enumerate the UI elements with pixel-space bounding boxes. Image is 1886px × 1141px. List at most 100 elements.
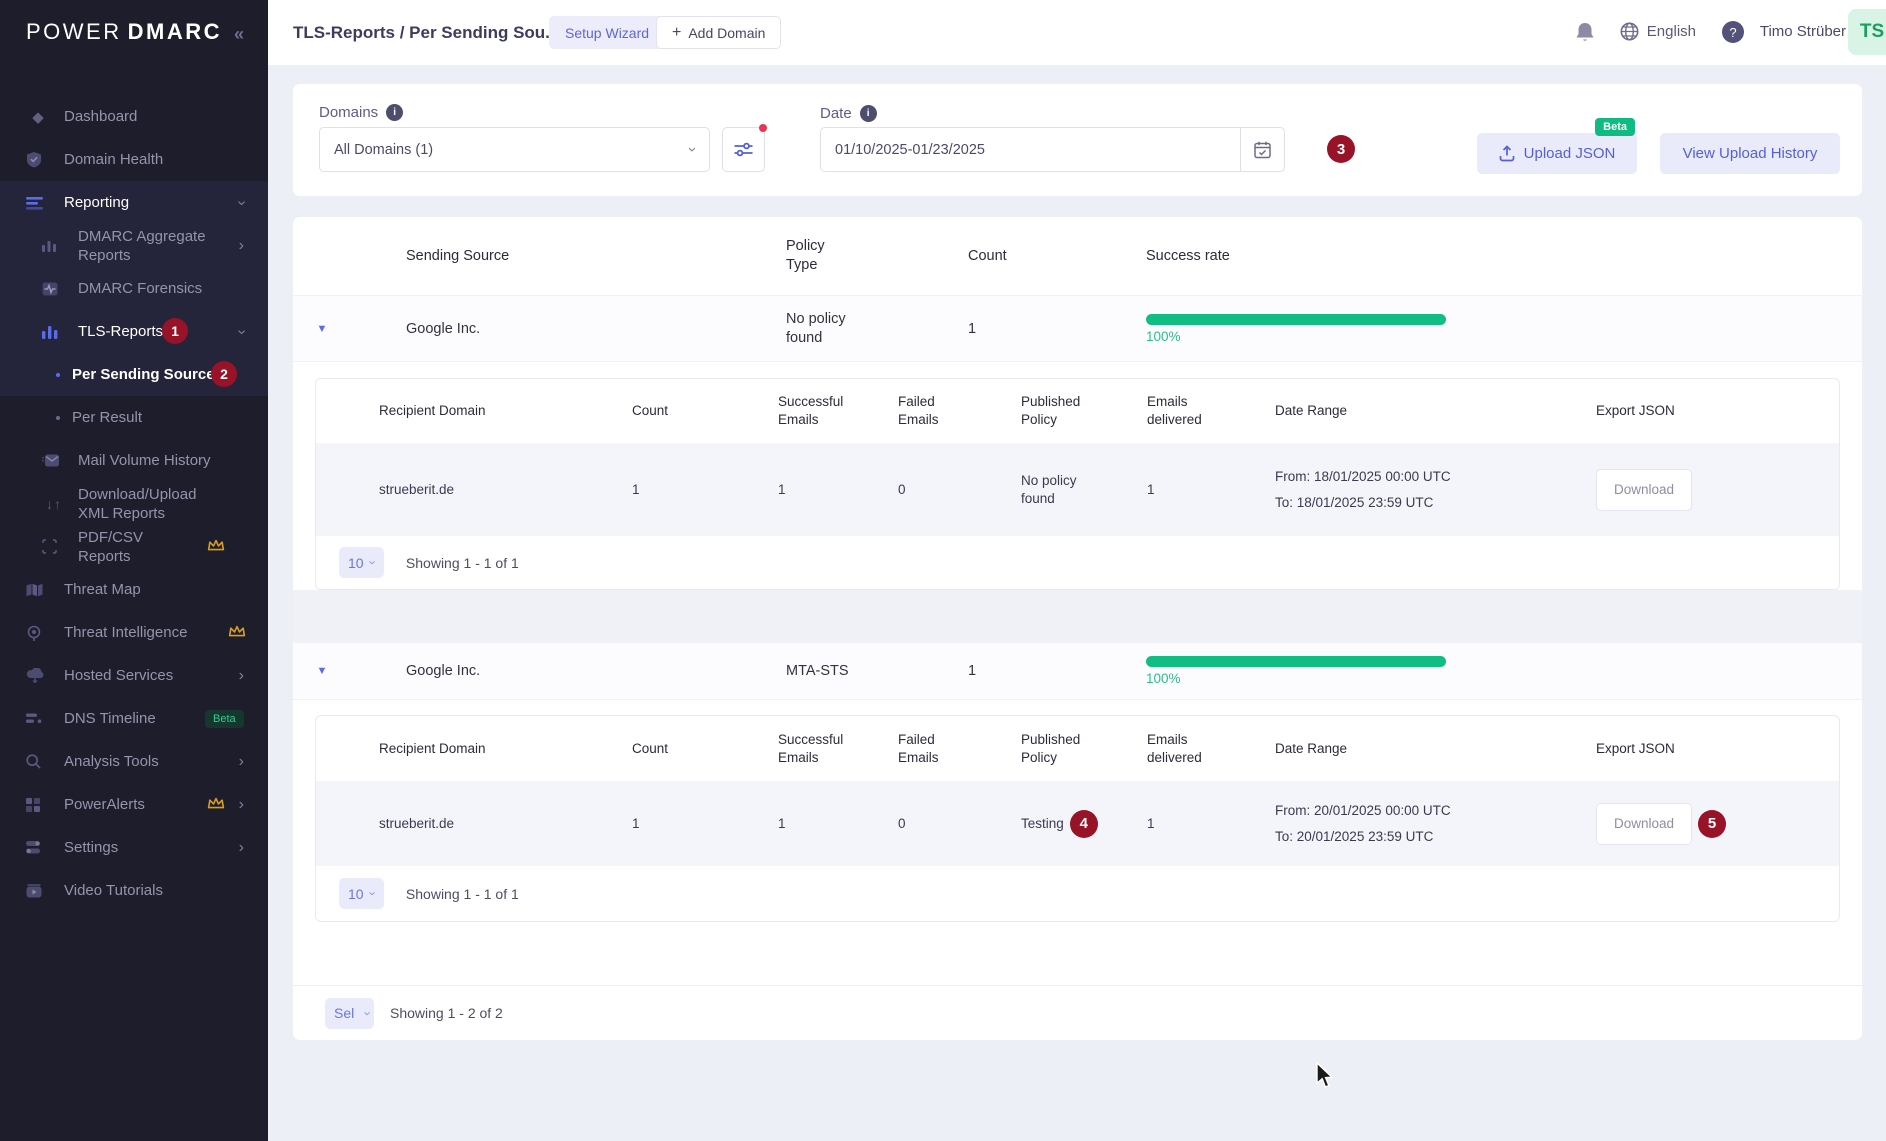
expand-triangle-icon[interactable]: ▼ <box>316 322 328 335</box>
domains-select[interactable]: All Domains (1) › <box>319 127 710 172</box>
page-size-value: 10 <box>348 554 364 571</box>
nested-data-row: strueberit.de 1 1 0 Testing 4 1 From: 20… <box>316 781 1839 866</box>
date-range-input[interactable]: 01/10/2025-01/23/2025 <box>820 127 1285 172</box>
sidebar-item-dmarc-aggregate-reports[interactable]: DMARC Aggregate Reports › <box>0 224 268 267</box>
notification-bell-icon[interactable] <box>1574 21 1596 45</box>
sidebar-item-mail-volume-history[interactable]: Mail Volume History <box>0 439 268 482</box>
upload-json-button[interactable]: Upload JSON Beta <box>1477 118 1637 174</box>
top-bar: TLS-Reports / Per Sending Sou... Setup W… <box>268 0 1886 65</box>
table-header-row: Sending Source Policy Type Count Success… <box>293 217 1862 295</box>
sidebar-item-label: DMARC Forensics <box>78 280 203 297</box>
sidebar-item-label: Reporting <box>64 194 130 211</box>
chevron-right-icon: › <box>238 666 244 684</box>
page-size-select[interactable]: 10 › <box>339 878 384 909</box>
view-upload-history-button[interactable]: View Upload History <box>1660 133 1840 174</box>
chevron-right-icon: › <box>238 795 244 813</box>
published-policy-value: Testing <box>1021 816 1064 831</box>
timeline-icon <box>26 713 50 725</box>
sidebar-item-tls-reports[interactable]: TLS-Reports 1 › <box>0 310 268 353</box>
search-icon <box>26 754 50 769</box>
success-rate-cell: 100% <box>1146 313 1862 344</box>
recipient-domain-value: strueberit.de <box>379 816 455 831</box>
col-emails-delivered: Emails delivered <box>1147 394 1202 427</box>
sidebar-collapse-icon[interactable]: « <box>233 24 244 44</box>
sidebar-item-label: DNS Timeline <box>64 710 156 727</box>
count-value: 1 <box>968 320 977 337</box>
col-date-range: Date Range <box>1275 740 1348 756</box>
col-export-json: Export JSON <box>1596 403 1675 418</box>
success-rate-label: 100% <box>1146 328 1181 344</box>
chevron-down-icon[interactable]: › <box>233 199 251 206</box>
sidebar-item-domain-health[interactable]: Domain Health <box>0 138 268 181</box>
notification-dot <box>759 124 767 132</box>
expand-triangle-icon[interactable]: ▼ <box>316 665 328 677</box>
layers-icon: ◆ <box>32 108 44 126</box>
sidebar-item-dmarc-forensics[interactable]: DMARC Forensics <box>0 267 268 310</box>
sidebar-item-dns-timeline[interactable]: DNS Timeline Beta <box>0 697 268 740</box>
sidebar-item-settings[interactable]: Settings › <box>0 826 268 869</box>
calendar-button[interactable] <box>1240 128 1284 171</box>
crown-icon <box>207 538 225 553</box>
setup-wizard-button[interactable]: Setup Wizard <box>549 16 666 49</box>
col-sending-source: Sending Source <box>406 248 510 264</box>
add-domain-button[interactable]: + Add Domain <box>656 16 782 49</box>
info-icon[interactable]: i <box>386 104 404 121</box>
sidebar-item-video-tutorials[interactable]: Video Tutorials <box>0 869 268 912</box>
sidebar-item-threat-intelligence[interactable]: Threat Intelligence <box>0 611 268 654</box>
col-recipient-domain: Recipient Domain <box>379 740 486 756</box>
page-size-value: 10 <box>348 885 364 902</box>
sidebar-item-label: Dashboard <box>64 108 138 125</box>
download-button[interactable]: Download <box>1596 802 1692 845</box>
date-from: From: 20/01/2025 00:00 UTC <box>1275 803 1451 818</box>
page-size-select[interactable]: Sel › <box>325 997 374 1029</box>
sidebar-item-reporting[interactable]: Reporting › <box>0 181 268 224</box>
group-row[interactable]: ▼ Google Inc. MTA-STS 1 100% <box>293 642 1862 700</box>
emails-delivered-value: 1 <box>1147 482 1155 497</box>
bullet-dot <box>56 372 60 377</box>
sidebar-item-poweralerts[interactable]: PowerAlerts › <box>0 783 268 826</box>
sidebar-item-label: Download/Upload XML Reports <box>78 485 197 522</box>
target-icon <box>26 625 50 641</box>
success-rate-bar <box>1146 313 1446 325</box>
sliders-icon <box>734 142 753 157</box>
page-size-select[interactable]: 10 › <box>339 547 384 578</box>
sidebar-item-label: DMARC Aggregate Reports <box>78 227 206 264</box>
failed-emails-value: 0 <box>898 482 906 497</box>
bar-chart-icon <box>42 325 66 339</box>
col-published-policy: Published Policy <box>1021 731 1081 765</box>
col-export-json: Export JSON <box>1596 740 1675 756</box>
language-selector[interactable]: English <box>1620 22 1696 41</box>
info-icon[interactable]: i <box>859 105 877 122</box>
help-icon[interactable]: ? <box>1722 21 1744 43</box>
chevron-down-icon[interactable]: › <box>233 328 251 335</box>
sidebar-item-analysis-tools[interactable]: Analysis Tools › <box>0 740 268 783</box>
avatar[interactable]: TS <box>1848 9 1886 55</box>
download-button[interactable]: Download <box>1596 468 1692 511</box>
domains-select-value: All Domains (1) <box>334 141 434 158</box>
published-policy-value: No policy found <box>1021 472 1077 506</box>
sidebar-item-dashboard[interactable]: ◆ Dashboard <box>0 95 268 138</box>
sidebar-item-download-upload-xml-reports[interactable]: ↓↑ Download/Upload XML Reports <box>0 482 268 525</box>
col-policy-type: Policy Type <box>786 238 825 273</box>
brand-logo: POWER DMARC « <box>0 0 268 64</box>
sidebar-item-label: Threat Intelligence <box>64 624 188 641</box>
sidebar-item-label: PowerAlerts <box>64 796 145 813</box>
sidebar-item-per-sending-source[interactable]: Per Sending Source 2 <box>0 353 268 396</box>
sending-source-value: Google Inc. <box>406 320 481 337</box>
sidebar-item-per-result[interactable]: Per Result <box>0 396 268 439</box>
group-separator <box>293 590 1862 642</box>
domains-label: Domains <box>319 104 379 121</box>
col-count: Count <box>632 403 669 418</box>
col-published-policy: Published Policy <box>1021 394 1081 427</box>
col-count: Count <box>968 248 1007 264</box>
sidebar-item-hosted-services[interactable]: Hosted Services › <box>0 654 268 697</box>
advanced-filter-button[interactable] <box>722 124 767 172</box>
failed-emails-value: 0 <box>898 816 906 831</box>
sidebar-item-pdf-csv-reports[interactable]: PDF/CSV Reports <box>0 525 268 568</box>
chevron-right-icon: › <box>238 752 244 770</box>
date-to: To: 20/01/2025 23:59 UTC <box>1275 829 1434 844</box>
sending-source-value: Google Inc. <box>406 663 481 679</box>
group-row[interactable]: ▼ Google Inc. No policy found 1 100% <box>293 295 1862 362</box>
col-failed-emails: Failed Emails <box>898 394 939 427</box>
sidebar-item-threat-map[interactable]: Threat Map <box>0 568 268 611</box>
